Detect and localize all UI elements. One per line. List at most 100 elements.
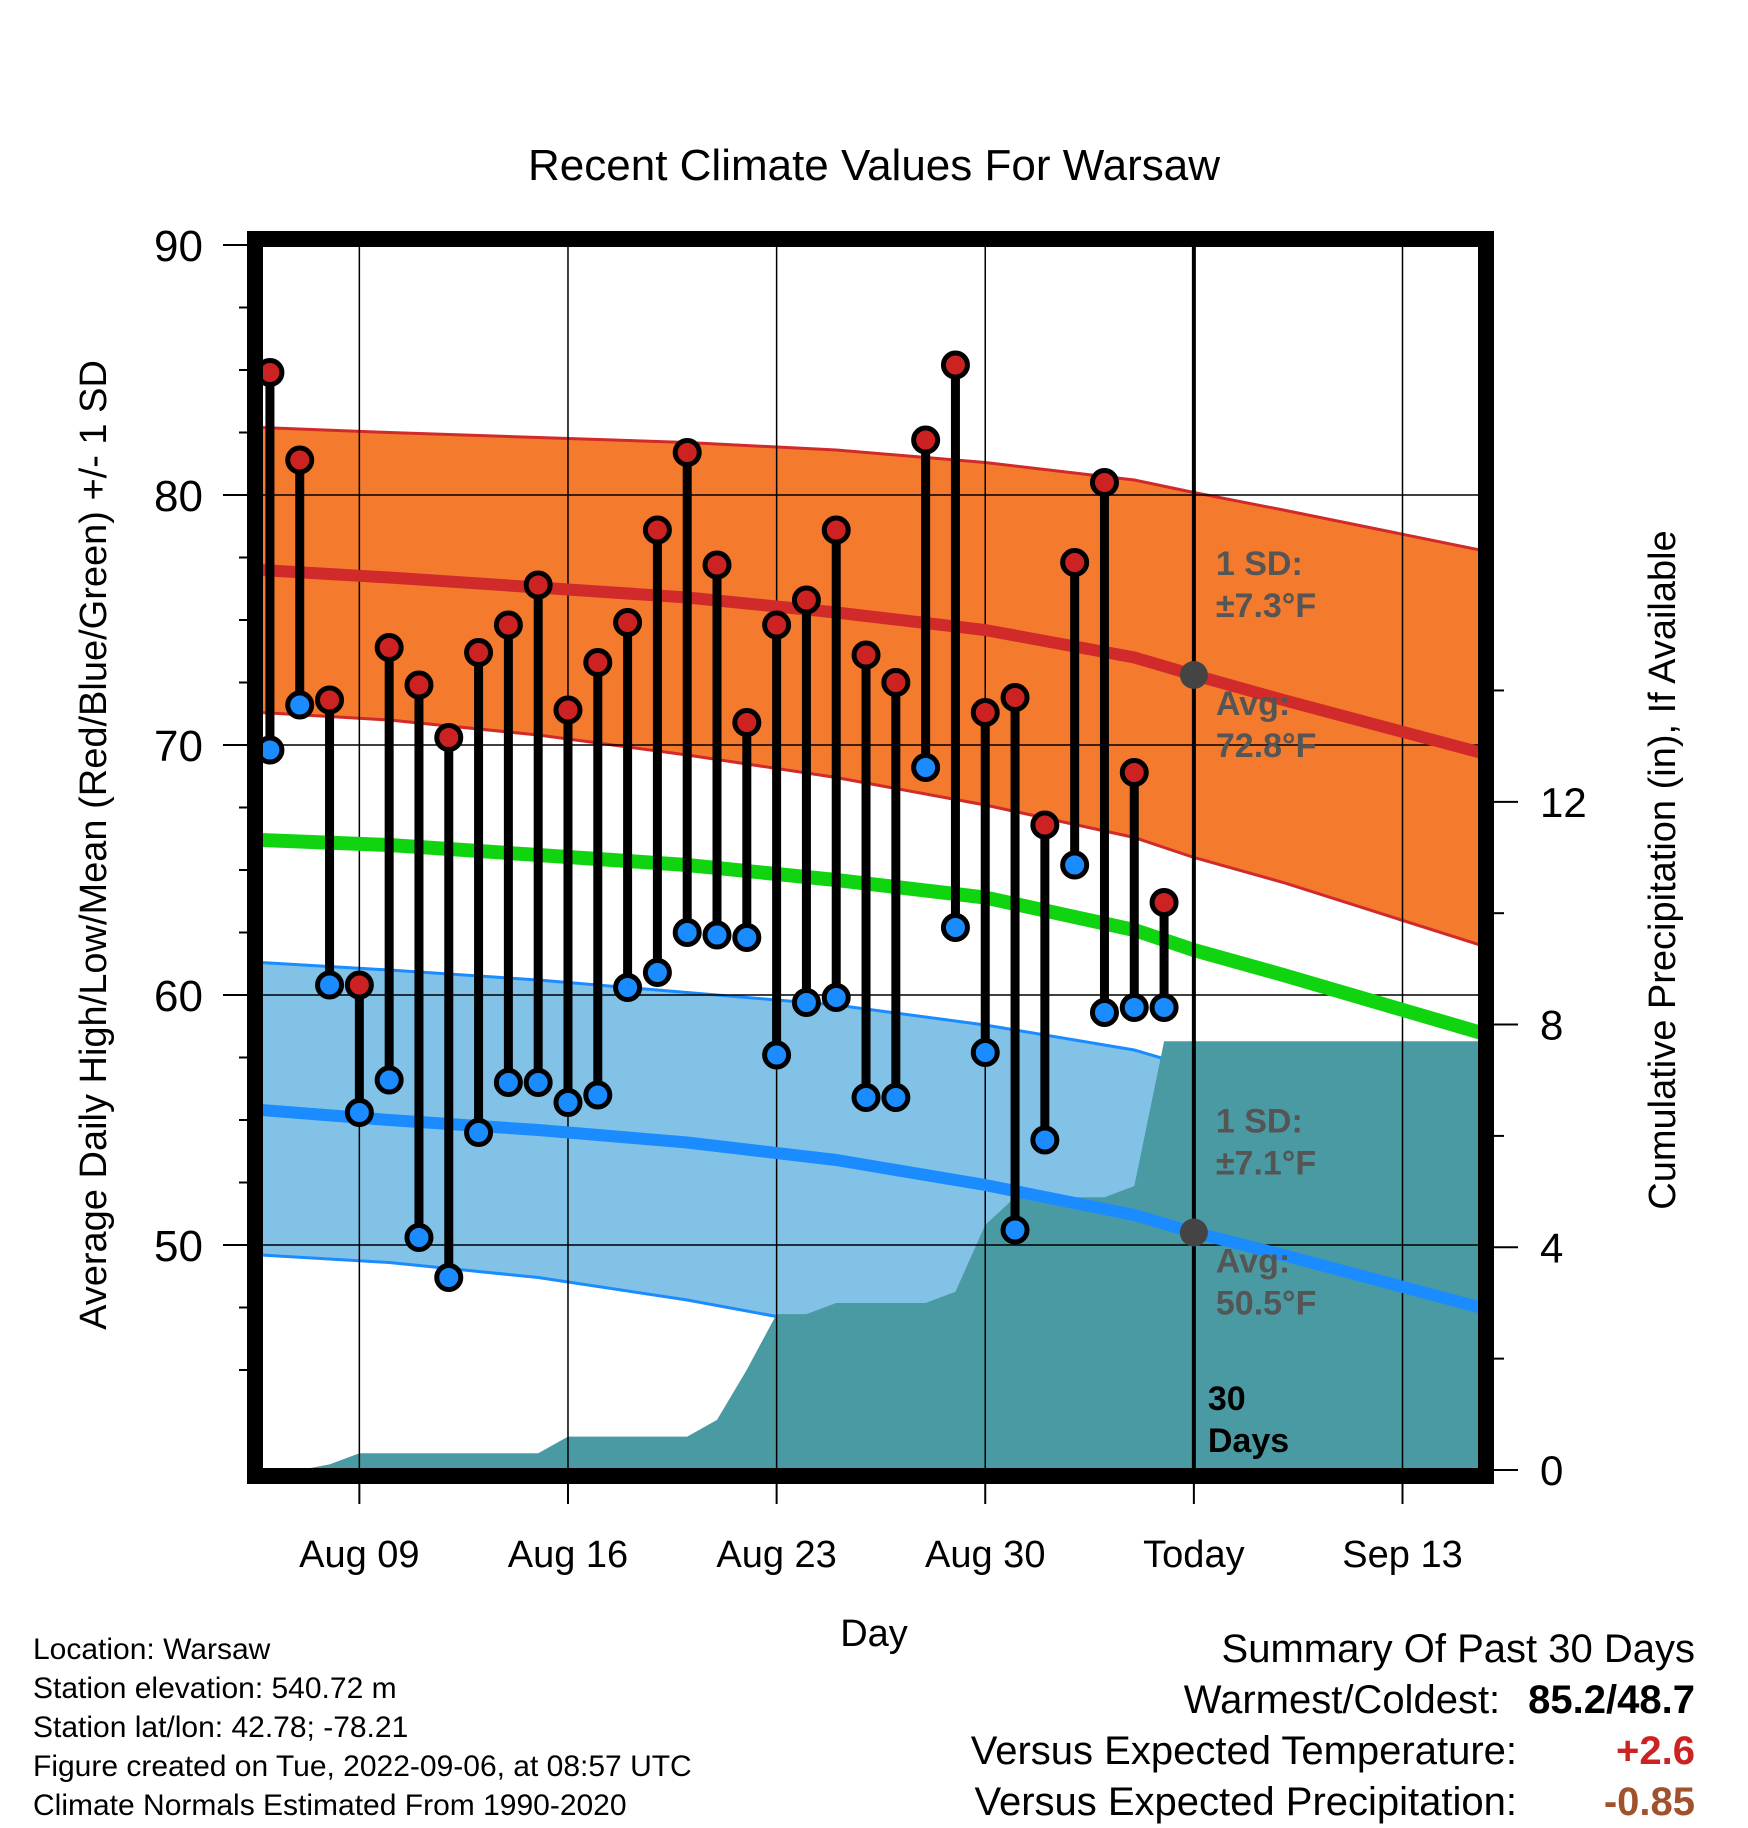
high-temp-marker <box>672 438 702 467</box>
low-temp-marker <box>613 973 643 1002</box>
high-temp-marker <box>642 515 672 545</box>
high-temp-marker <box>344 970 374 1000</box>
low-temp-marker <box>553 1088 583 1117</box>
today-low-average-marker <box>1179 1218 1208 1247</box>
y2-tick-label: 8 <box>1540 1002 1563 1049</box>
summary-title: Summary Of Past 30 Days <box>1221 1627 1695 1671</box>
high-temp-marker <box>911 425 941 455</box>
low-temp-marker <box>732 923 762 952</box>
y2-tick-label: 4 <box>1540 1224 1563 1271</box>
low-temp-marker <box>1000 1215 1030 1245</box>
low-avg-label: Avg: <box>1216 1243 1290 1281</box>
y-tick-label: 70 <box>154 722 203 771</box>
high-temp-marker <box>702 550 732 580</box>
low-temp-marker <box>434 1263 464 1292</box>
low-temp-marker <box>762 1040 792 1070</box>
today-high-average-marker <box>1179 661 1208 689</box>
high-temp-marker <box>1000 683 1030 712</box>
precip-departure-value: -0.85 <box>1603 1780 1695 1824</box>
normals-text: Climate Normals Estimated From 1990-2020 <box>33 1789 627 1822</box>
high-temp-marker <box>553 695 583 725</box>
low-sd-value: ±7.1°F <box>1216 1145 1316 1183</box>
high-temp-marker <box>1119 758 1149 787</box>
high-temp-marker <box>970 698 1000 727</box>
high-temp-marker <box>821 515 851 545</box>
high-temp-marker <box>315 685 345 715</box>
summary-panel: Summary Of Past 30 Days Warmest/Coldest:… <box>971 1624 1695 1828</box>
high-temp-marker <box>613 608 643 637</box>
high-temp-marker <box>404 670 434 700</box>
plot-frame <box>247 231 1494 1484</box>
warm-cold-label: Warmest/Coldest: <box>1183 1678 1501 1722</box>
warm-cold-value: 85.2/48.7 <box>1528 1678 1695 1722</box>
y-axis-label: Average Daily High/Low/Mean (Red/Blue/Gr… <box>73 360 115 1330</box>
chart-title: Recent Climate Values For Warsaw <box>528 141 1220 190</box>
x-tick-label: Aug 30 <box>925 1534 1045 1576</box>
low-temp-marker <box>970 1038 1000 1067</box>
annotations: 1 SD: ±7.3°F Avg: 72.8°F 1 SD: ±7.1°F Avg: 50.5… <box>1179 545 1317 1460</box>
high-avg-label: Avg: <box>1216 685 1290 723</box>
high-temp-marker <box>791 585 821 615</box>
high-temp-marker <box>374 633 404 662</box>
x-tick-label: Aug 09 <box>299 1534 419 1576</box>
days-count-label: 30 <box>1208 1380 1246 1418</box>
precipitation-area <box>269 1041 1480 1470</box>
location-text: Location: Warsaw <box>33 1633 271 1666</box>
days-word-label: Days <box>1208 1422 1289 1460</box>
low-temp-marker <box>821 983 851 1012</box>
low-temp-marker <box>911 753 941 782</box>
low-temp-marker <box>285 690 315 720</box>
low-temp-marker <box>1030 1125 1060 1155</box>
mean-line <box>261 833 1480 1040</box>
low-temp-marker <box>672 918 702 947</box>
high-temp-marker <box>851 640 881 670</box>
axes: 50 60 70 80 90 0 4 8 12 Aug 09 Aug 16 Aug 23 Aug 30 T… <box>154 222 1587 1576</box>
low-average-line <box>261 1104 1480 1314</box>
temp-departure-value: +2.6 <box>1616 1729 1695 1773</box>
high-sd-value: ±7.3°F <box>1216 587 1316 625</box>
high-temp-marker <box>1089 468 1119 497</box>
high-temp-marker <box>493 610 523 640</box>
x-tick-label: Aug 16 <box>508 1534 628 1576</box>
high-average-line <box>261 564 1480 759</box>
high-sd-lower-edge <box>261 711 1480 947</box>
high-temp-marker <box>940 350 970 380</box>
elevation-text: Station elevation: 540.72 m <box>33 1672 397 1705</box>
low-temp-marker <box>464 1118 494 1147</box>
low-temp-marker <box>1060 850 1090 880</box>
low-temp-marker <box>344 1098 374 1127</box>
low-temp-marker <box>583 1080 613 1110</box>
y-tick-label: 90 <box>154 222 203 271</box>
low-temp-marker <box>1149 993 1179 1022</box>
x-tick-label: Sep 13 <box>1342 1534 1462 1576</box>
y-tick-label: 60 <box>154 972 203 1021</box>
y-tick-label: 50 <box>154 1222 203 1271</box>
high-temp-marker <box>285 445 315 475</box>
y2-axis-label: Cumulative Precipitation (in), If Availa… <box>1642 530 1684 1209</box>
high-temp-marker <box>762 610 792 640</box>
temp-departure-label: Versus Expected Temperature: <box>970 1729 1517 1773</box>
high-temp-marker <box>1149 888 1179 917</box>
low-temp-marker <box>791 988 821 1017</box>
station-info: Location: Warsaw Station elevation: 540.… <box>33 1630 692 1825</box>
low-temp-marker <box>493 1068 523 1097</box>
created-text: Figure created on Tue, 2022-09-06, at 08… <box>33 1750 692 1783</box>
low-sd-label: 1 SD: <box>1216 1103 1303 1141</box>
high-temp-marker <box>434 723 464 752</box>
high-temp-marker <box>881 668 911 697</box>
high-temp-marker <box>464 638 494 667</box>
y-tick-label: 80 <box>154 472 203 521</box>
low-temp-marker <box>315 970 345 1000</box>
y2-tick-label: 0 <box>1540 1447 1563 1494</box>
high-temp-marker <box>583 648 613 677</box>
x-axis-label: Day <box>840 1613 908 1655</box>
low-avg-value: 50.5°F <box>1216 1285 1317 1323</box>
high-avg-value: 72.8°F <box>1216 727 1317 765</box>
x-tick-label: Today <box>1143 1534 1244 1576</box>
high-sd-label: 1 SD: <box>1216 545 1303 583</box>
low-temp-marker <box>851 1083 881 1112</box>
high-temp-marker <box>523 570 553 600</box>
precip-fill <box>269 1041 1480 1470</box>
low-temp-marker <box>881 1083 911 1112</box>
